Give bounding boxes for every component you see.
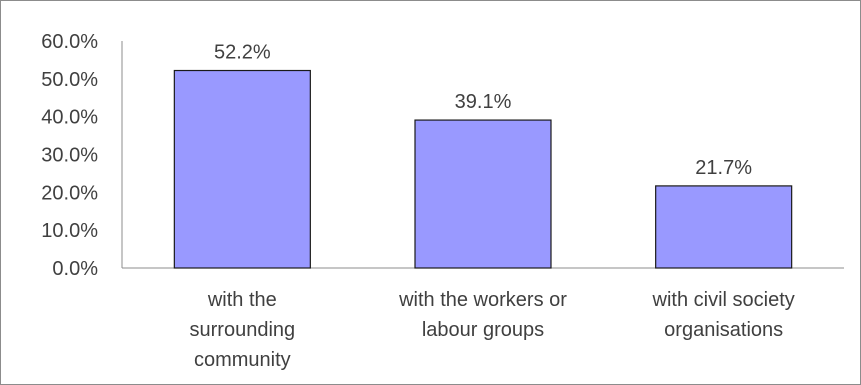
data-label: 39.1% (455, 91, 512, 113)
category-label: with the workers or (398, 289, 567, 311)
y-tick-label: 0.0% (52, 258, 98, 280)
bar (655, 185, 793, 269)
bar (414, 119, 552, 269)
y-tick-label: 20.0% (41, 182, 98, 204)
category-label: surrounding (190, 319, 296, 341)
category-label: with the (207, 289, 277, 311)
bar (173, 69, 311, 269)
y-tick-label: 60.0% (41, 31, 98, 53)
data-label: 52.2% (214, 42, 271, 64)
category-label: community (194, 349, 291, 371)
data-label: 21.7% (695, 157, 752, 179)
bars-group (173, 69, 793, 269)
category-labels-group: with the surrounding community with the wor… (190, 289, 795, 371)
y-tick-label: 40.0% (41, 107, 98, 129)
y-axis: 0.0% 10.0% 20.0% 30.0% 40.0% 50.0% 60.0% (41, 31, 123, 280)
category-label: organisations (664, 319, 783, 341)
data-labels-group: 52.2% 39.1% 21.7% (214, 42, 752, 179)
y-tick-label: 10.0% (41, 220, 98, 242)
y-tick-label: 50.0% (41, 69, 98, 91)
category-label: labour groups (422, 319, 544, 341)
y-tick-label: 30.0% (41, 145, 98, 167)
category-label: with civil society (652, 289, 795, 311)
